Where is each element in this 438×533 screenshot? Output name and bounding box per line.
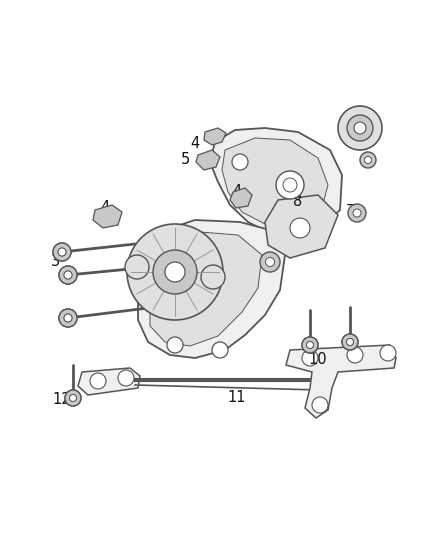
Circle shape — [165, 262, 185, 282]
Circle shape — [338, 106, 382, 150]
Text: 1: 1 — [60, 311, 70, 326]
Polygon shape — [222, 138, 328, 228]
Polygon shape — [286, 345, 396, 418]
Circle shape — [59, 309, 77, 327]
Text: 4: 4 — [100, 200, 110, 215]
Circle shape — [354, 122, 366, 134]
Circle shape — [346, 338, 353, 345]
Circle shape — [260, 252, 280, 272]
Circle shape — [342, 334, 358, 350]
Polygon shape — [210, 128, 342, 235]
Circle shape — [58, 248, 66, 256]
Circle shape — [212, 342, 228, 358]
Circle shape — [364, 157, 371, 164]
Polygon shape — [150, 232, 262, 346]
Circle shape — [348, 204, 366, 222]
Circle shape — [201, 265, 225, 289]
Circle shape — [59, 266, 77, 284]
Text: 10: 10 — [309, 352, 327, 367]
Circle shape — [347, 347, 363, 363]
Circle shape — [53, 243, 71, 261]
Circle shape — [153, 250, 197, 294]
Circle shape — [127, 224, 223, 320]
Circle shape — [232, 154, 248, 170]
Circle shape — [59, 309, 77, 327]
Circle shape — [65, 390, 81, 406]
Circle shape — [312, 397, 328, 413]
Circle shape — [53, 243, 71, 261]
Circle shape — [380, 345, 396, 361]
Circle shape — [64, 271, 72, 279]
Polygon shape — [204, 128, 226, 145]
Text: 2: 2 — [133, 255, 143, 271]
Text: 4: 4 — [191, 136, 200, 151]
Text: 3: 3 — [51, 254, 60, 269]
Polygon shape — [93, 205, 122, 228]
Polygon shape — [78, 368, 140, 395]
Circle shape — [302, 350, 318, 366]
Circle shape — [70, 394, 77, 401]
Circle shape — [167, 337, 183, 353]
Polygon shape — [230, 188, 252, 208]
Polygon shape — [196, 150, 220, 170]
Circle shape — [265, 257, 275, 266]
Circle shape — [342, 334, 358, 350]
Text: 5: 5 — [180, 152, 190, 167]
Text: 11: 11 — [228, 391, 246, 406]
Circle shape — [276, 171, 304, 199]
Circle shape — [353, 209, 361, 217]
Text: 8: 8 — [293, 195, 303, 209]
Text: 7: 7 — [345, 205, 355, 220]
Circle shape — [307, 342, 314, 349]
Polygon shape — [138, 220, 285, 358]
Text: 6: 6 — [347, 128, 357, 143]
Circle shape — [90, 373, 106, 389]
Circle shape — [64, 314, 72, 322]
Circle shape — [125, 255, 149, 279]
Circle shape — [302, 337, 318, 353]
Circle shape — [347, 115, 373, 141]
Text: 4: 4 — [233, 184, 242, 199]
Circle shape — [59, 266, 77, 284]
Circle shape — [118, 370, 134, 386]
Circle shape — [360, 152, 376, 168]
Circle shape — [302, 337, 318, 353]
Circle shape — [290, 218, 310, 238]
Text: 9: 9 — [263, 254, 272, 270]
Polygon shape — [265, 195, 338, 258]
Circle shape — [65, 390, 81, 406]
Text: 12: 12 — [53, 392, 71, 408]
